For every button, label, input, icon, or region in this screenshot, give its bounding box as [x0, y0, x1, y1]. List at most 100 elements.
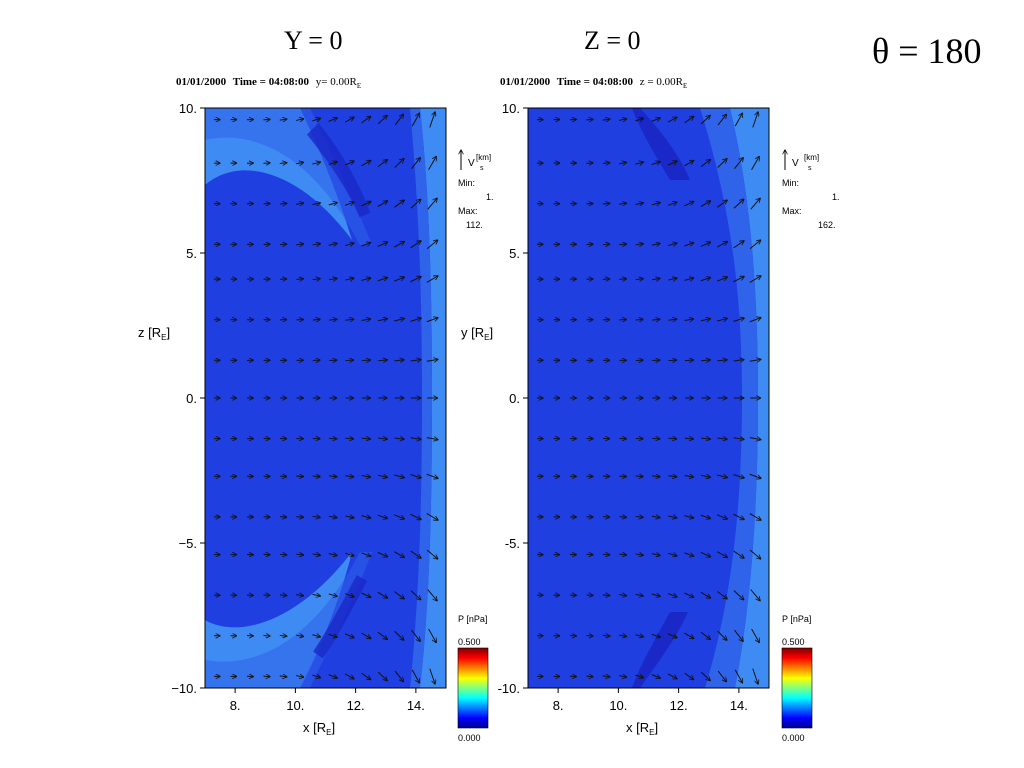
right-contour-field — [528, 108, 769, 688]
right-velocity-arrow — [717, 360, 727, 361]
left-velocity-arrow — [312, 162, 320, 164]
left-velocity-arrow — [394, 159, 404, 168]
left-velocity-arrow — [394, 360, 404, 361]
right-velocity-arrow — [668, 516, 677, 518]
left-axes: 10. 5. 0. −5. −10. 8. 10. 12. 14. — [171, 101, 425, 713]
left-velocity-arrow — [263, 119, 270, 120]
left-velocity-arrow — [279, 595, 287, 596]
left-velocity-arrow — [312, 118, 320, 120]
left-velocity-arrow — [377, 475, 388, 477]
right-velocity-arrow — [684, 632, 694, 638]
left-velocity-arrow — [296, 244, 303, 245]
right-velocity-arrow — [635, 279, 644, 280]
left-velocity-arrow — [344, 161, 354, 166]
left-velocity-arrow — [345, 438, 354, 439]
right-velocity-arrow — [700, 242, 711, 247]
right-velocity-arrow — [619, 203, 626, 204]
left-velocity-arrow — [428, 156, 437, 171]
right-velocity-arrow — [734, 669, 742, 683]
left-velocity-arrow — [329, 476, 337, 477]
left-header-slice-sub: E — [357, 82, 361, 90]
right-velocity-arrow — [667, 117, 677, 123]
left-velocity-arrows — [214, 112, 438, 684]
right-velocity-arrow — [618, 119, 627, 121]
right-velocity-arrow — [733, 438, 744, 440]
right-velocity-arrow — [619, 279, 626, 280]
right-y-tick-label: 0. — [509, 391, 520, 406]
right-legend-unit-bottom: s — [808, 165, 812, 172]
right-velocity-arrow — [700, 591, 711, 598]
left-velocity-arrow — [377, 201, 388, 207]
left-velocity-arrow — [377, 319, 388, 321]
left-velocity-arrow — [410, 513, 421, 519]
right-velocity-arrow — [700, 201, 711, 207]
left-velocity-arrow — [426, 473, 438, 478]
right-velocity-arrow — [733, 474, 744, 478]
left-velocity-arrow — [296, 279, 303, 280]
right-velocity-arrow — [602, 676, 610, 677]
left-legend-var: V — [468, 158, 475, 169]
left-velocity-arrow — [377, 115, 387, 125]
left-velocity-arrow — [328, 516, 337, 517]
left-colorbar: P [nPa] 0.500 0.000 — [457, 614, 489, 743]
right-velocity-arrow — [619, 635, 627, 636]
right-velocity-arrow — [635, 554, 644, 555]
left-velocity-arrow — [394, 318, 404, 321]
left-velocity-arrow — [312, 594, 321, 596]
left-velocity-arrow — [329, 319, 337, 320]
left-velocity-arrow — [411, 158, 420, 169]
right-slide-title: Z = 0 — [584, 26, 641, 55]
right-velocity-arrow — [700, 515, 711, 518]
left-velocity-arrow — [393, 277, 404, 282]
left-contour-field — [205, 108, 446, 688]
right-velocity-arrow — [635, 476, 643, 477]
left-velocity-arrow — [279, 119, 287, 120]
right-velocity-arrow — [586, 636, 593, 637]
left-velocity-arrow — [312, 554, 321, 555]
right-velocity-arrow — [733, 513, 744, 519]
right-x-tick-label: 14. — [730, 698, 748, 713]
left-velocity-arrow — [312, 279, 321, 280]
left-velocity-arrow — [410, 590, 421, 600]
left-velocity-arrow — [411, 113, 419, 127]
left-velocity-arrow — [296, 595, 303, 596]
left-velocity-arrow — [312, 476, 320, 477]
right-velocity-arrow — [733, 590, 744, 600]
left-x-tick-label: 14. — [407, 698, 425, 713]
left-velocity-arrow — [426, 318, 438, 323]
left-velocity-arrow — [394, 591, 404, 599]
right-velocity-arrow — [684, 278, 694, 281]
right-velocity-arrow — [700, 631, 710, 639]
right-velocity-arrow — [716, 242, 727, 248]
left-velocity-arrow — [345, 319, 353, 320]
left-velocity-arrow — [410, 474, 421, 478]
left-velocity-arrow — [295, 676, 304, 678]
left-velocity-arrow — [328, 162, 338, 165]
left-velocity-arrow — [394, 114, 403, 126]
left-velocity-arrow — [312, 203, 321, 205]
right-velocity-arrows — [537, 112, 761, 684]
right-velocity-arrow — [618, 676, 627, 678]
right-velocity-arrow — [716, 277, 727, 282]
right-legend-unit: [km] — [804, 153, 819, 162]
right-xlabel: x [RE] — [626, 720, 658, 737]
left-colorbar-gradient — [457, 647, 489, 729]
right-velocity-arrow — [602, 244, 610, 245]
left-velocity-arrow — [426, 359, 438, 361]
right-colorbar-max: 0.500 — [782, 637, 805, 647]
right-velocity-arrow — [668, 319, 676, 320]
left-velocity-arrow — [296, 203, 303, 204]
right-velocity-arrow — [716, 551, 727, 558]
left-legend-max: 112. — [466, 220, 483, 230]
left-y-tick-label: −10. — [171, 681, 197, 696]
left-velocity-arrow — [328, 203, 337, 205]
right-velocity-arrow — [668, 243, 677, 245]
right-velocity-arrow — [684, 360, 694, 361]
left-velocity-arrow — [295, 119, 304, 121]
left-velocity-arrow — [410, 550, 422, 558]
right-velocity-arrow — [667, 161, 677, 166]
right-velocity-arrow — [749, 359, 761, 361]
right-legend-min-label: Min: — [782, 178, 799, 188]
left-velocity-arrow — [378, 360, 387, 361]
left-velocity-arrow — [361, 160, 371, 167]
